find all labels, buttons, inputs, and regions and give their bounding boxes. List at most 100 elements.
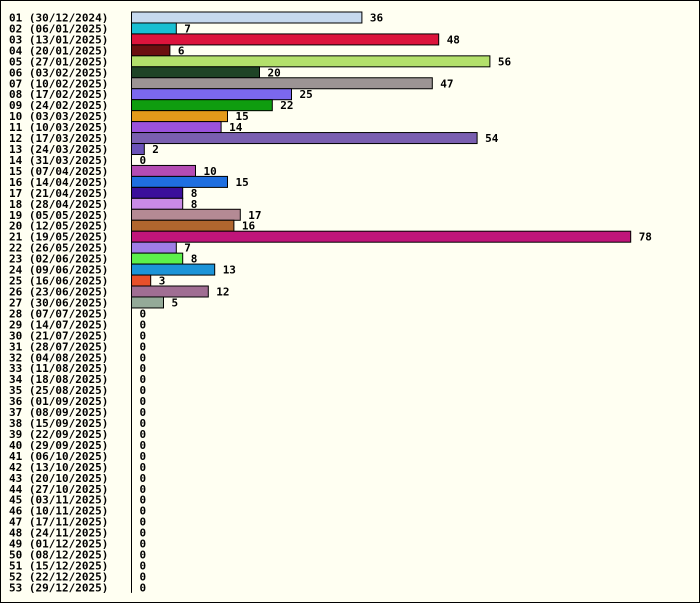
category-label: 46 (10/11/2025): [9, 505, 108, 518]
value-label: 0: [140, 516, 147, 529]
category-label: 02 (06/01/2025): [9, 22, 108, 35]
value-label: 0: [140, 154, 147, 167]
value-label: 0: [140, 406, 147, 419]
bar: [131, 241, 177, 254]
category-label: 05 (27/01/2025): [9, 55, 108, 68]
value-label: 25: [300, 88, 313, 101]
category-label: 17 (21/04/2025): [9, 187, 108, 200]
value-label: 13: [223, 264, 236, 277]
value-label: 8: [191, 198, 198, 211]
bar: [131, 186, 184, 199]
bar: [131, 11, 363, 24]
category-label: 30 (21/07/2025): [9, 329, 108, 342]
category-label: 44 (27/10/2025): [9, 483, 108, 496]
value-label: 48: [447, 33, 460, 46]
value-label: 0: [140, 307, 147, 320]
category-label: 12 (17/03/2025): [9, 132, 108, 145]
value-label: 0: [140, 483, 147, 496]
bar: [131, 143, 145, 156]
value-label: 78: [639, 231, 652, 244]
bar: [131, 132, 478, 145]
bar: [131, 44, 171, 57]
bar: [131, 66, 260, 79]
category-label: 42 (13/10/2025): [9, 461, 108, 474]
category-label: 28 (07/07/2025): [9, 307, 108, 320]
bar: [131, 55, 491, 68]
category-label: 09 (24/02/2025): [9, 99, 108, 112]
value-label: 6: [178, 44, 185, 57]
value-label: 0: [140, 351, 147, 364]
category-label: 13 (24/03/2025): [9, 143, 108, 156]
value-label: 0: [140, 560, 147, 573]
category-label: 10 (03/03/2025): [9, 110, 108, 123]
value-label: 0: [140, 450, 147, 463]
bar: [131, 274, 152, 287]
value-label: 0: [140, 318, 147, 331]
value-label: 0: [140, 472, 147, 485]
category-label: 53 (29/12/2025): [9, 581, 108, 594]
category-label: 47 (17/11/2025): [9, 516, 108, 529]
category-label: 48 (24/11/2025): [9, 527, 108, 540]
value-label: 56: [498, 55, 512, 68]
bar: [131, 33, 440, 46]
bar: [131, 175, 228, 188]
category-label: 23 (02/06/2025): [9, 253, 108, 266]
category-label: 18 (28/04/2025): [9, 198, 108, 211]
category-label: 11 (10/03/2025): [9, 121, 108, 134]
category-label: 34 (18/08/2025): [9, 373, 108, 386]
value-label: 10: [204, 165, 217, 178]
value-label: 0: [140, 581, 147, 594]
value-label: 2: [152, 143, 159, 156]
category-label: 43 (20/10/2025): [9, 472, 108, 485]
category-label: 39 (22/09/2025): [9, 428, 108, 441]
bar: [131, 88, 292, 101]
value-label: 8: [191, 187, 198, 200]
value-label: 0: [140, 549, 147, 562]
category-label: 35 (25/08/2025): [9, 384, 108, 397]
category-label: 41 (06/10/2025): [9, 450, 108, 463]
value-label: 0: [140, 461, 147, 474]
category-label: 49 (01/12/2025): [9, 538, 108, 551]
bar: [131, 164, 196, 177]
value-label: 0: [140, 570, 147, 583]
category-label: 19 (05/05/2025): [9, 209, 108, 222]
category-label: 38 (15/09/2025): [9, 417, 108, 430]
value-label: 47: [440, 77, 453, 90]
bar: [131, 230, 632, 243]
category-label: 20 (12/05/2025): [9, 220, 108, 233]
bar: [131, 110, 228, 123]
value-label: 22: [280, 99, 293, 112]
bar: [131, 219, 235, 232]
category-label: 07 (10/02/2025): [9, 77, 108, 90]
value-label: 0: [140, 505, 147, 518]
category-label: 14 (31/03/2025): [9, 154, 108, 167]
value-label: 7: [184, 22, 191, 35]
bar: [131, 197, 184, 210]
value-label: 54: [485, 132, 499, 145]
bar: [131, 77, 433, 90]
value-label: 15: [236, 176, 249, 189]
category-label: 08 (17/02/2025): [9, 88, 108, 101]
value-label: 16: [242, 220, 256, 233]
value-label: 0: [140, 538, 147, 551]
category-label: 31 (28/07/2025): [9, 340, 108, 353]
value-label: 0: [140, 395, 147, 408]
value-label: 0: [140, 373, 147, 386]
value-label: 17: [248, 209, 261, 222]
bar: [131, 121, 222, 134]
category-label: 21 (19/05/2025): [9, 231, 108, 244]
category-label: 25 (16/06/2025): [9, 275, 108, 288]
value-label: 15: [236, 110, 249, 123]
value-label: 0: [140, 527, 147, 540]
category-label: 40 (29/09/2025): [9, 439, 108, 452]
value-label: 0: [140, 384, 147, 397]
bar: [131, 263, 216, 276]
category-label: 33 (11/08/2025): [9, 362, 108, 375]
bar: [131, 285, 209, 298]
value-label: 36: [370, 12, 384, 25]
value-label: 3: [159, 275, 166, 288]
category-label: 51 (15/12/2025): [9, 560, 108, 573]
category-label: 37 (08/09/2025): [9, 406, 108, 419]
